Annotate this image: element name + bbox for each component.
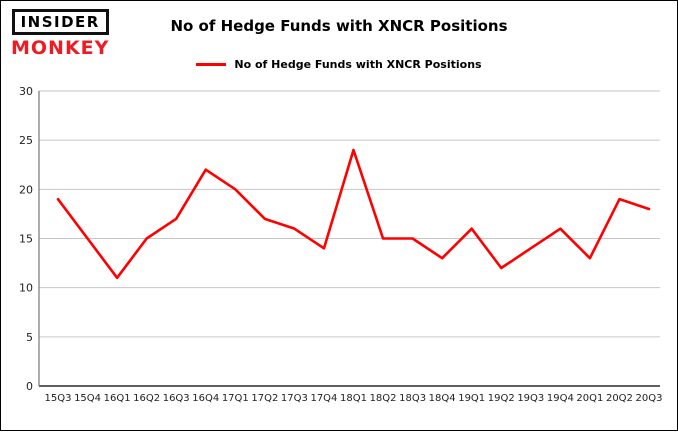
x-tick-label: 16Q2 [133, 393, 160, 404]
x-tick-label: 19Q3 [517, 393, 544, 404]
x-tick-label: 16Q3 [163, 393, 190, 404]
y-tick-label: 5 [26, 331, 33, 344]
x-tick-label: 18Q4 [429, 393, 456, 404]
x-tick-label: 15Q3 [45, 393, 72, 404]
x-tick-label: 17Q4 [310, 393, 337, 404]
y-tick-label: 10 [19, 282, 33, 295]
y-tick-label: 30 [19, 87, 33, 98]
x-tick-label: 20Q2 [606, 393, 633, 404]
x-tick-label: 18Q1 [340, 393, 367, 404]
x-tick-label: 15Q4 [74, 393, 101, 404]
x-tick-label: 18Q3 [399, 393, 426, 404]
x-tick-label: 18Q2 [370, 393, 397, 404]
x-tick-label: 19Q2 [488, 393, 515, 404]
y-tick-label: 15 [19, 233, 33, 246]
x-tick-label: 20Q1 [576, 393, 603, 404]
chart-legend: No of Hedge Funds with XNCR Positions [1, 58, 677, 71]
x-tick-label: 17Q2 [251, 393, 278, 404]
chart-header: INSIDER MONKEY No of Hedge Funds with XN… [1, 1, 677, 87]
x-tick-label: 20Q3 [636, 393, 663, 404]
x-tick-label: 17Q1 [222, 393, 249, 404]
insider-monkey-logo: INSIDER MONKEY [11, 9, 109, 59]
logo-monkey-text: MONKEY [11, 37, 110, 59]
x-tick-label: 19Q1 [458, 393, 485, 404]
logo-insider-text: INSIDER [11, 9, 109, 35]
x-tick-label: 16Q4 [192, 393, 219, 404]
chart-title: No of Hedge Funds with XNCR Positions [170, 17, 508, 35]
x-tick-label: 19Q4 [547, 393, 574, 404]
x-tick-label: 17Q3 [281, 393, 308, 404]
y-tick-label: 25 [19, 134, 33, 147]
x-tick-label: 16Q1 [104, 393, 131, 404]
legend-line-swatch [196, 63, 227, 66]
y-tick-label: 20 [19, 183, 33, 196]
y-tick-label: 0 [26, 380, 33, 393]
series-line-hedge-funds [56, 148, 651, 280]
line-chart: 0 5 10 15 20 25 30 15Q3 15Q4 16Q1 16Q2 16Q3 16Q4 17Q1… [19, 87, 663, 404]
legend-label: No of Hedge Funds with XNCR Positions [234, 58, 482, 71]
